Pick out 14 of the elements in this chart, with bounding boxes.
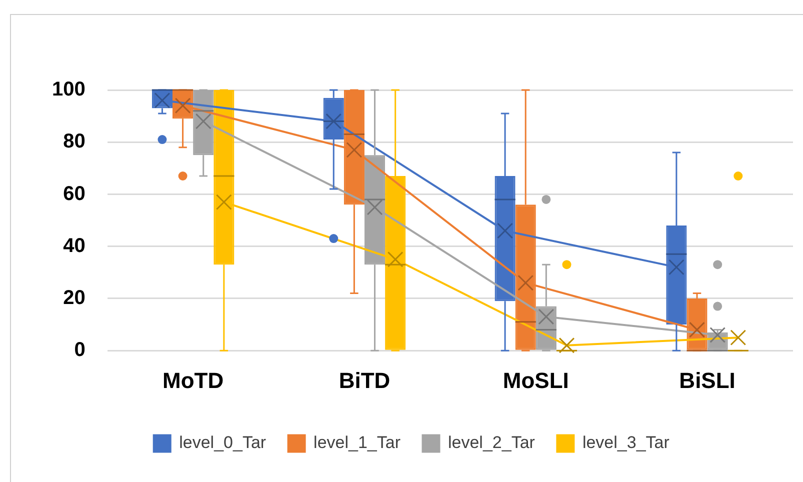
legend-label: level_1_Tar bbox=[314, 433, 401, 452]
legend-label: level_2_Tar bbox=[448, 433, 536, 452]
y-tick-label: 0 bbox=[74, 339, 86, 362]
x-tick-label: MoTD bbox=[162, 368, 224, 393]
legend-label: level_3_Tar bbox=[582, 433, 670, 452]
y-tick-label: 80 bbox=[63, 130, 86, 153]
x-tick-label: MoSLI bbox=[502, 368, 569, 393]
x-tick-label: BiTD bbox=[338, 368, 390, 393]
y-tick-label: 60 bbox=[63, 182, 86, 205]
y-tick-label: 20 bbox=[63, 286, 86, 309]
y-tick-label: 100 bbox=[52, 78, 86, 101]
y-tick-label: 40 bbox=[63, 234, 86, 257]
x-tick-label: BiSLI bbox=[679, 368, 736, 393]
legend-label: level_0_Tar bbox=[179, 433, 266, 452]
